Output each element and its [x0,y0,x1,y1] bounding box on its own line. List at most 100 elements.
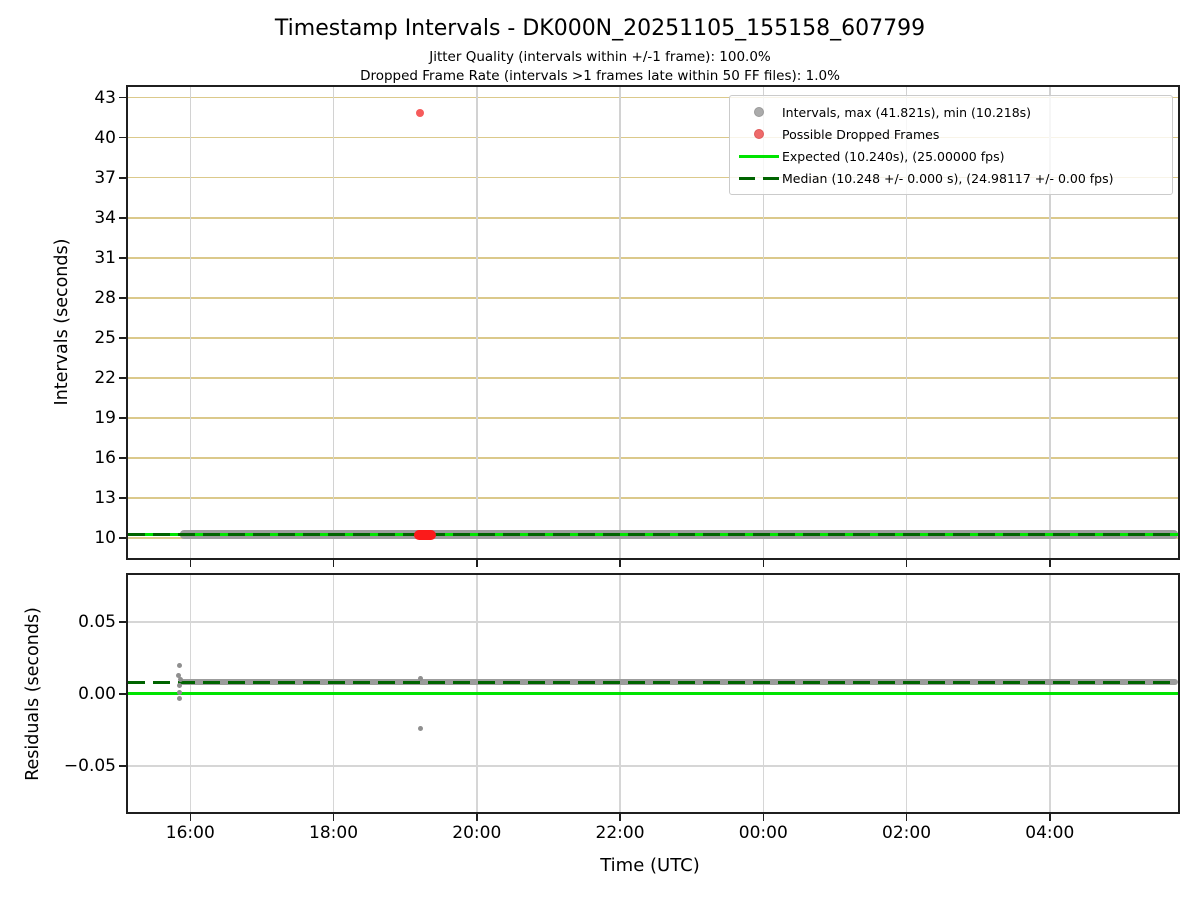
y-gridline [128,417,1178,419]
y-tick-mark [119,96,126,99]
intervals-marker-icon [754,107,764,117]
y-tick-label: 43 [94,87,116,108]
y-tick-mark [119,136,126,139]
legend-label-median: Median (10.248 +/- 0.000 s), (24.98117 +… [782,170,1114,186]
y-tick-label: 16 [94,447,116,468]
y-gridline [128,176,1178,179]
x-tick-mark [332,560,335,567]
y-tick-mark [119,216,126,219]
y-tick-label: 40 [94,127,116,148]
scatter-point [177,677,183,683]
x-tick-mark [762,560,765,567]
y-gridline [128,457,1178,459]
y-tick-label: 28 [94,287,116,308]
scatter-point [177,696,183,702]
x-tick-mark [905,560,908,567]
y-tick-mark [119,621,126,623]
x-tick-mark [189,560,192,567]
y-gridline [128,497,1178,499]
x-gridline [476,87,478,558]
y-gridline [128,297,1178,299]
x-tick-label: 18:00 [309,823,359,843]
y-tick-label: −0.05 [63,755,116,776]
y-tick-label: 34 [94,207,116,228]
x-tick-mark [762,814,765,821]
x-tick-mark [1048,814,1051,821]
y-tick-label: 22 [94,367,116,388]
y-tick-mark [119,765,126,767]
x-tick-mark [905,814,908,821]
time-x-axis-label: Time (UTC) [600,855,700,876]
y-gridline [128,136,1178,139]
scatter-point [177,689,183,695]
y-tick-mark [119,256,126,259]
legend-marker-cell [736,176,782,180]
y-gridline [128,765,1178,767]
scatter-point [418,675,424,681]
x-tick-label: 20:00 [452,823,502,843]
y-tick-mark [119,297,126,299]
y-gridline [128,217,1178,219]
y-tick-mark [119,457,126,459]
x-tick-label: 00:00 [738,823,788,843]
scatter-point [415,109,424,118]
x-tick-mark [619,814,621,821]
legend-item-expected: Expected (10.240s), (25.00000 fps) [736,146,1166,166]
y-tick-label: 0.00 [78,683,116,704]
median-line-marker-icon [739,176,779,180]
y-tick-mark [119,337,126,339]
legend: Intervals, max (41.821s), min (10.218s) … [729,95,1173,195]
residuals-y-axis-label: Residuals (seconds) [23,607,43,781]
y-tick-label: 13 [94,487,116,508]
y-tick-label: 10 [94,527,116,548]
y-tick-mark [119,377,126,379]
x-gridline [332,87,335,558]
x-tick-label: 16:00 [165,823,215,843]
x-tick-mark [189,814,192,821]
x-tick-mark [1048,560,1051,567]
x-tick-label: 22:00 [595,823,645,843]
y-gridline [128,257,1178,259]
legend-marker-cell [736,154,782,158]
median-line [128,680,1178,684]
x-tick-mark [476,560,478,567]
x-tick-mark [476,814,478,821]
legend-label-dropped-frames: Possible Dropped Frames [782,126,940,142]
x-gridline [189,87,192,558]
median-line [128,533,1178,537]
figure-title: Timestamp Intervals - DK000N_20251105_15… [274,16,926,41]
y-tick-mark [119,693,126,695]
x-gridline [1049,87,1051,558]
y-tick-mark [119,176,126,179]
legend-item-median: Median (10.248 +/- 0.000 s), (24.98117 +… [736,168,1166,188]
y-gridline [128,621,1178,623]
expected-line-marker-icon [739,154,779,158]
y-tick-label: 31 [94,247,116,268]
residuals-plot-area [128,575,1178,812]
y-tick-mark [119,417,126,419]
x-tick-mark [332,814,335,821]
y-tick-label: 37 [94,167,116,188]
y-tick-label: 25 [94,327,116,348]
legend-item-intervals: Intervals, max (41.821s), min (10.218s) [736,102,1166,122]
scatter-point [177,682,183,688]
intervals-y-axis-label: Intervals (seconds) [52,238,72,406]
dropped-frames-marker-icon [754,129,764,139]
scatter-point [176,673,182,679]
figure-subtitle-jitter-quality: Jitter Quality (intervals within +/-1 fr… [429,49,771,65]
x-tick-mark [619,560,621,567]
y-tick-mark [119,537,126,539]
scatter-point [177,662,183,668]
figure-subtitle-dropped-frame-rate: Dropped Frame Rate (intervals >1 frames … [360,68,840,84]
legend-label-intervals: Intervals, max (41.821s), min (10.218s) [782,104,1032,120]
x-gridline [619,87,621,558]
y-tick-label: 19 [94,407,116,428]
x-gridline [905,87,908,558]
y-tick-mark [119,497,126,499]
legend-item-dropped-frames: Possible Dropped Frames [736,124,1166,144]
legend-label-expected: Expected (10.240s), (25.00000 fps) [782,148,1005,164]
intervals-plot: Intervals, max (41.821s), min (10.218s) … [94,85,1180,567]
x-gridline [762,87,765,558]
expected-line [128,692,1178,696]
y-gridline [128,337,1178,339]
